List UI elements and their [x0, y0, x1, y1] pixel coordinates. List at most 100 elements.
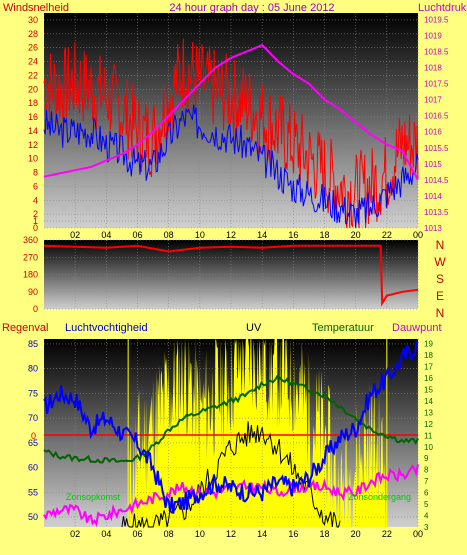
wind-direction-series: [43, 244, 419, 307]
series-luchtdruk: [43, 43, 419, 181]
uv-axis-title: UV: [246, 322, 262, 334]
wind-tick-4: 4: [33, 195, 38, 205]
compass-n-0: N: [436, 238, 445, 252]
chart-title: 24 hour graph day : 05 June 2012: [169, 2, 334, 14]
sunrise-label: Zonsopkomst: [66, 492, 121, 502]
time-ticks-panel1: 02 04 06 08 10 12 14 16 18 20 22 00: [70, 230, 423, 240]
temperature-tick-4: 4: [424, 512, 429, 521]
wind-direction-grid: [44, 239, 419, 310]
temperature-tick-3: 3: [424, 523, 429, 532]
temperature-axis-title: Temperatuur: [312, 322, 374, 334]
wind-tick-14: 14: [28, 126, 38, 136]
pressure-tick-1013: 1013: [424, 224, 442, 233]
panel3-x-tick-14: 14: [257, 529, 267, 539]
direction-tick-0: 0: [33, 304, 38, 314]
humidity-axis-title: Luchtvochtigheid: [65, 322, 148, 334]
panel1-x-tick-10: 10: [195, 230, 205, 240]
panel3-x-tick-06: 06: [132, 529, 142, 539]
panel3-x-tick-00: 00: [413, 529, 423, 539]
humidity-tick-70: 70: [28, 413, 38, 423]
wind-tick-1: 1: [33, 216, 38, 226]
panel1-x-tick-14: 14: [257, 230, 267, 240]
pressure-tick-1017-5: 1017.5: [424, 80, 449, 89]
pressure-ticks: 1013 1013.5 1014 1014.5 1015 1015.5 1016 1016.5…: [424, 15, 449, 233]
humidity-tick-75: 75: [28, 388, 38, 398]
series-luchtvochtigheid: [43, 340, 419, 514]
time-ticks-panel3: 02 04 06 08 10 12 14 16 18 20 22 00: [70, 529, 423, 539]
panel3-x-tick-18: 18: [319, 529, 329, 539]
compass-e-3: E: [436, 289, 444, 303]
pressure-tick-1016-5: 1016.5: [424, 112, 449, 121]
temperature-tick-16: 16: [424, 374, 433, 383]
humidity-tick-65: 65: [28, 438, 38, 448]
temperature-tick-10: 10: [424, 443, 433, 452]
humidity-tick-55: 55: [28, 487, 38, 497]
wind-tick-2: 2: [33, 209, 38, 219]
direction-tick-360: 360: [23, 235, 38, 245]
rain-axis-title: Regenval: [2, 322, 48, 334]
series-gemiddelde-wind: [43, 104, 419, 229]
wind-tick-26: 26: [28, 43, 38, 53]
panel3-x-tick-22: 22: [382, 529, 392, 539]
temperature-ticks: 3 4 5 6 7 8 9 10 11 12 13 14 15 16 17 18 19: [424, 340, 433, 532]
direction-tick-270: 270: [23, 252, 38, 262]
humidity-tick-80: 80: [28, 364, 38, 374]
temperature-tick-12: 12: [424, 420, 433, 429]
series-temperatuur: [43, 373, 419, 464]
wind-direction-ticks: 0 90 180 270 360: [23, 235, 38, 314]
humidity-ticks: 50 55 60 65 70 75 80 85: [28, 339, 38, 522]
pressure-tick-1014-5: 1014.5: [424, 176, 449, 185]
temperature-tick-9: 9: [424, 454, 429, 463]
panel1-x-tick-20: 20: [351, 230, 361, 240]
temperature-tick-5: 5: [424, 500, 429, 509]
panel1-x-tick-16: 16: [288, 230, 298, 240]
pressure-tick-1017: 1017: [424, 96, 442, 105]
panel1-x-tick-04: 04: [101, 230, 111, 240]
humidity-tick-60: 60: [28, 463, 38, 473]
compass-w-1: W: [434, 255, 446, 269]
wind-tick-8: 8: [33, 168, 38, 178]
temperature-tick-14: 14: [424, 397, 433, 406]
series-windsnelheid: [43, 38, 419, 229]
panel1-x-tick-08: 08: [164, 230, 174, 240]
temperature-tick-7: 7: [424, 477, 429, 486]
wind-tick-12: 12: [28, 140, 38, 150]
temperature-tick-15: 15: [424, 385, 433, 394]
panel1-x-tick-02: 02: [70, 230, 80, 240]
temperature-tick-19: 19: [424, 340, 433, 349]
panel1-x-tick-22: 22: [382, 230, 392, 240]
wind-tick-30: 30: [28, 15, 38, 25]
panel3-x-tick-10: 10: [195, 529, 205, 539]
wind-tick-18: 18: [28, 98, 38, 108]
humidity-temperature-series: [43, 340, 419, 529]
pressure-tick-1014: 1014: [424, 192, 442, 201]
direction-tick-90: 90: [28, 287, 38, 297]
pressure-tick-1015-5: 1015.5: [424, 144, 449, 153]
wind-tick-20: 20: [28, 84, 38, 94]
temperature-tick-17: 17: [424, 363, 433, 372]
direction-tick-180: 180: [23, 270, 38, 280]
panel3-x-tick-20: 20: [351, 529, 361, 539]
dewpoint-axis-title: Dauwpunt: [392, 322, 442, 334]
temperature-tick-13: 13: [424, 408, 433, 417]
temperature-tick-11: 11: [424, 431, 433, 440]
pressure-tick-1015: 1015: [424, 160, 442, 169]
series-dauwpunt: [43, 464, 419, 528]
compass-n-4: N: [436, 306, 445, 320]
wind-tick-24: 24: [28, 57, 38, 67]
pressure-tick-1013-5: 1013.5: [424, 208, 449, 217]
rain-value-label: 0: [31, 431, 36, 441]
wind-tick-28: 28: [28, 29, 38, 39]
temperature-tick-6: 6: [424, 489, 429, 498]
humidity-tick-85: 85: [28, 339, 38, 349]
pressure-tick-1018-5: 1018.5: [424, 48, 449, 57]
pressure-tick-1016: 1016: [424, 128, 442, 137]
panel3-x-tick-12: 12: [226, 529, 236, 539]
panel3-x-tick-08: 08: [164, 529, 174, 539]
panel1-x-tick-18: 18: [319, 230, 329, 240]
wind-tick-22: 22: [28, 70, 38, 80]
wind-tick-16: 16: [28, 112, 38, 122]
